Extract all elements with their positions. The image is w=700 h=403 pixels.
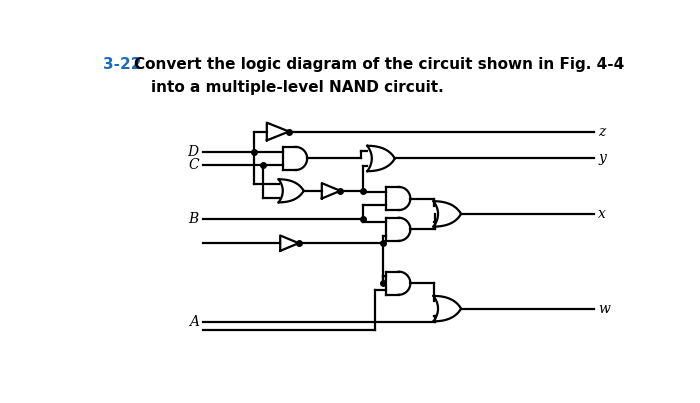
- Text: D: D: [188, 145, 199, 159]
- Text: into a multiple-level NAND circuit.: into a multiple-level NAND circuit.: [151, 80, 444, 95]
- Text: z: z: [598, 125, 606, 139]
- Text: A: A: [188, 316, 199, 330]
- Text: w: w: [598, 301, 610, 316]
- Text: Convert the logic diagram of the circuit shown in Fig. 4-4: Convert the logic diagram of the circuit…: [134, 57, 624, 72]
- Text: B: B: [188, 212, 199, 226]
- Text: 3-22: 3-22: [103, 57, 141, 72]
- Text: x: x: [598, 207, 606, 221]
- Text: C: C: [188, 158, 199, 172]
- Text: y: y: [598, 152, 606, 166]
